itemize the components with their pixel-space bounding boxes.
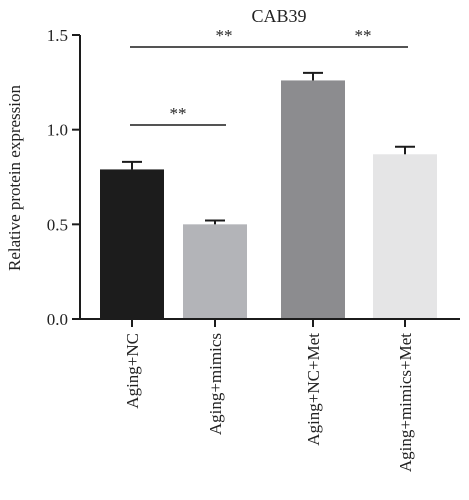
y-tick-label-4: 1.5 bbox=[47, 26, 68, 45]
bar-3 bbox=[281, 80, 345, 319]
bar-1 bbox=[100, 169, 164, 319]
x-tick-label-4: Aging+mimics+Met bbox=[396, 333, 415, 472]
y-axis-label: Relative protein expression bbox=[5, 85, 24, 272]
chart-title: CAB39 bbox=[251, 6, 306, 26]
bar-4 bbox=[373, 154, 437, 319]
y-tick-label-2: 0.5 bbox=[47, 215, 68, 234]
significance-label-2: ** bbox=[216, 26, 233, 45]
significance-label-3: ** bbox=[355, 26, 372, 45]
x-tick-label-3: Aging+NC+Met bbox=[304, 333, 323, 446]
significance-group: ** ** ** bbox=[130, 26, 408, 126]
bars-group bbox=[100, 71, 437, 319]
axes-group: 0.0 0.5 1.0 1.5 Aging+NC Aging+mimics Aging+NC… bbox=[47, 26, 460, 472]
significance-label-1: ** bbox=[170, 104, 187, 123]
x-tick-label-2: Aging+mimics bbox=[206, 333, 225, 435]
y-tick-label-1: 0.0 bbox=[47, 310, 68, 329]
bar-2 bbox=[183, 224, 247, 319]
y-tick-label-3: 1.0 bbox=[47, 121, 68, 140]
x-tick-label-1: Aging+NC bbox=[123, 333, 142, 409]
